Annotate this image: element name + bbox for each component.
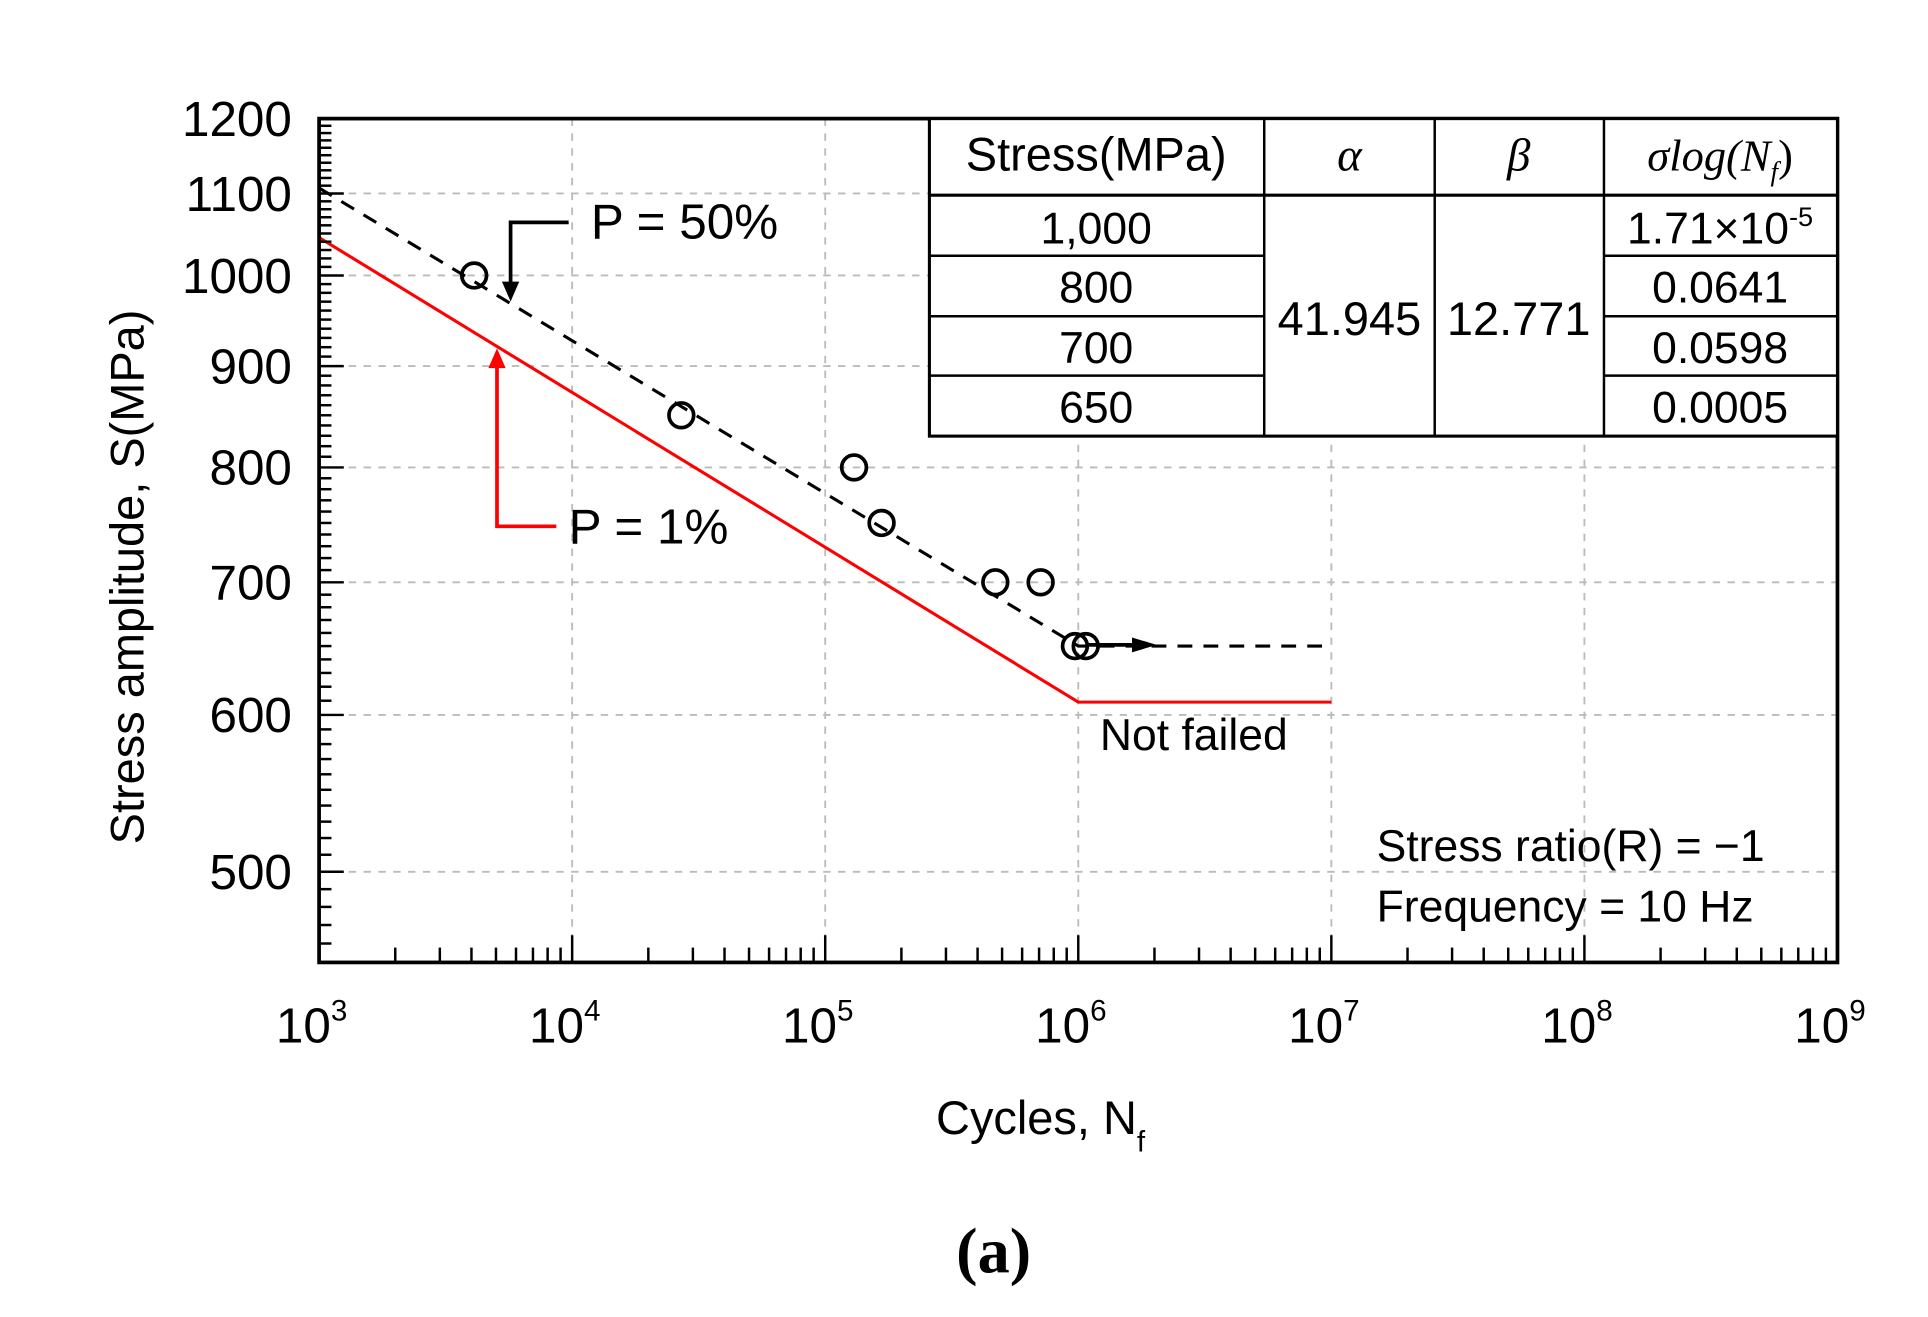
x-tick-label: 108 (1541, 994, 1612, 1053)
table-sigma-1-main: 1.71×10 (1627, 204, 1789, 253)
parameter-table: Stress(MPa) α β σlog(Nf) 41.945 12.771 1… (927, 117, 1840, 438)
data-points (459, 261, 1100, 661)
table-stress-1: 1,000 (1041, 204, 1152, 253)
caption: (a) (956, 1216, 1031, 1287)
table-sigma-2: 0.0641 (1652, 264, 1788, 313)
y-tick-label: 600 (209, 688, 291, 743)
data-point (1026, 568, 1055, 597)
data-point (867, 508, 896, 538)
x-tick-exponent: 8 (1596, 994, 1613, 1027)
x-tick-exponent: 6 (1090, 994, 1107, 1027)
x-tick-exponent: 5 (837, 994, 854, 1027)
table-header-sigma: σlog(Nf) (1647, 130, 1793, 186)
y-tick-label: 1100 (186, 167, 292, 222)
table-header-stress: Stress(MPa) (966, 128, 1227, 180)
data-point (459, 261, 489, 290)
not-failed-label: Not failed (1100, 711, 1288, 760)
y-tick-label: 1000 (182, 249, 292, 304)
x-axis-label-main: Cycles, N (936, 1092, 1137, 1144)
p50-curve (318, 186, 1324, 648)
p1-label: P = 1% (569, 500, 729, 555)
table-sigma-1: 1.71×10-5 (1627, 201, 1813, 253)
stress-ratio-label: Stress ratio(R) = −1 (1377, 822, 1765, 871)
x-axis-label-sub: f (1137, 1125, 1146, 1158)
table-header-beta: β (1506, 129, 1531, 181)
y-tick-label: 500 (209, 845, 291, 900)
sigma-main: σlog(N (1647, 130, 1773, 180)
x-tick-base: 10 (782, 999, 837, 1054)
x-tick-label: 105 (782, 994, 853, 1053)
tick-labels: 103 104 105 106 107 108 1095006007008009001000… (182, 92, 1866, 1054)
x-tick-label: 104 (529, 994, 600, 1053)
table-beta-value: 12.771 (1447, 293, 1591, 345)
x-tick-base: 10 (1035, 999, 1090, 1054)
p50-label: P = 50% (591, 194, 778, 249)
curves (318, 186, 1332, 704)
x-tick-base: 10 (1541, 999, 1596, 1054)
x-tick-exponent: 4 (584, 994, 600, 1027)
x-tick-base: 10 (529, 999, 584, 1054)
x-tick-base: 10 (276, 999, 331, 1054)
data-point (981, 568, 1010, 597)
x-tick-exponent: 9 (1849, 994, 1866, 1027)
data-point (667, 401, 696, 430)
y-tick-label: 800 (209, 441, 291, 496)
x-tick-label: 106 (1035, 994, 1106, 1053)
runout-arrow-icon (1087, 637, 1157, 653)
table-stress-4: 650 (1059, 384, 1133, 433)
x-tick-exponent: 3 (331, 994, 348, 1027)
p1-pointer-arrow-icon (488, 348, 557, 529)
sigma-close: ) (1778, 130, 1793, 180)
table-stress-2: 800 (1059, 264, 1133, 313)
table-alpha-value: 41.945 (1278, 293, 1422, 345)
x-tick-label: 109 (1794, 994, 1865, 1053)
x-tick-base: 10 (1794, 999, 1849, 1054)
x-tick-exponent: 7 (1343, 994, 1360, 1027)
x-axis-label: Cycles, Nf (936, 1092, 1146, 1158)
p50-pointer-arrow-icon (501, 220, 569, 302)
table-sigma-4: 0.0005 (1652, 384, 1788, 433)
table-stress-3: 700 (1059, 324, 1133, 373)
y-tick-label: 1200 (182, 92, 292, 147)
y-axis-label: Stress amplitude, S(MPa) (102, 310, 154, 845)
x-tick-label: 107 (1288, 994, 1359, 1053)
p1-curve (318, 236, 1332, 704)
table-sigma-3: 0.0598 (1652, 324, 1788, 373)
x-tick-label: 103 (276, 994, 347, 1053)
y-tick-label: 900 (209, 339, 291, 394)
frequency-label: Frequency = 10 Hz (1377, 883, 1754, 932)
y-tick-label: 700 (209, 556, 291, 611)
data-point (839, 453, 869, 482)
x-tick-base: 10 (1288, 999, 1343, 1054)
table-header-alpha: α (1337, 129, 1363, 181)
runout-point (1060, 631, 1090, 661)
sigma-sub: f (1771, 156, 1782, 186)
table-sigma-1-exp: -5 (1789, 201, 1813, 232)
